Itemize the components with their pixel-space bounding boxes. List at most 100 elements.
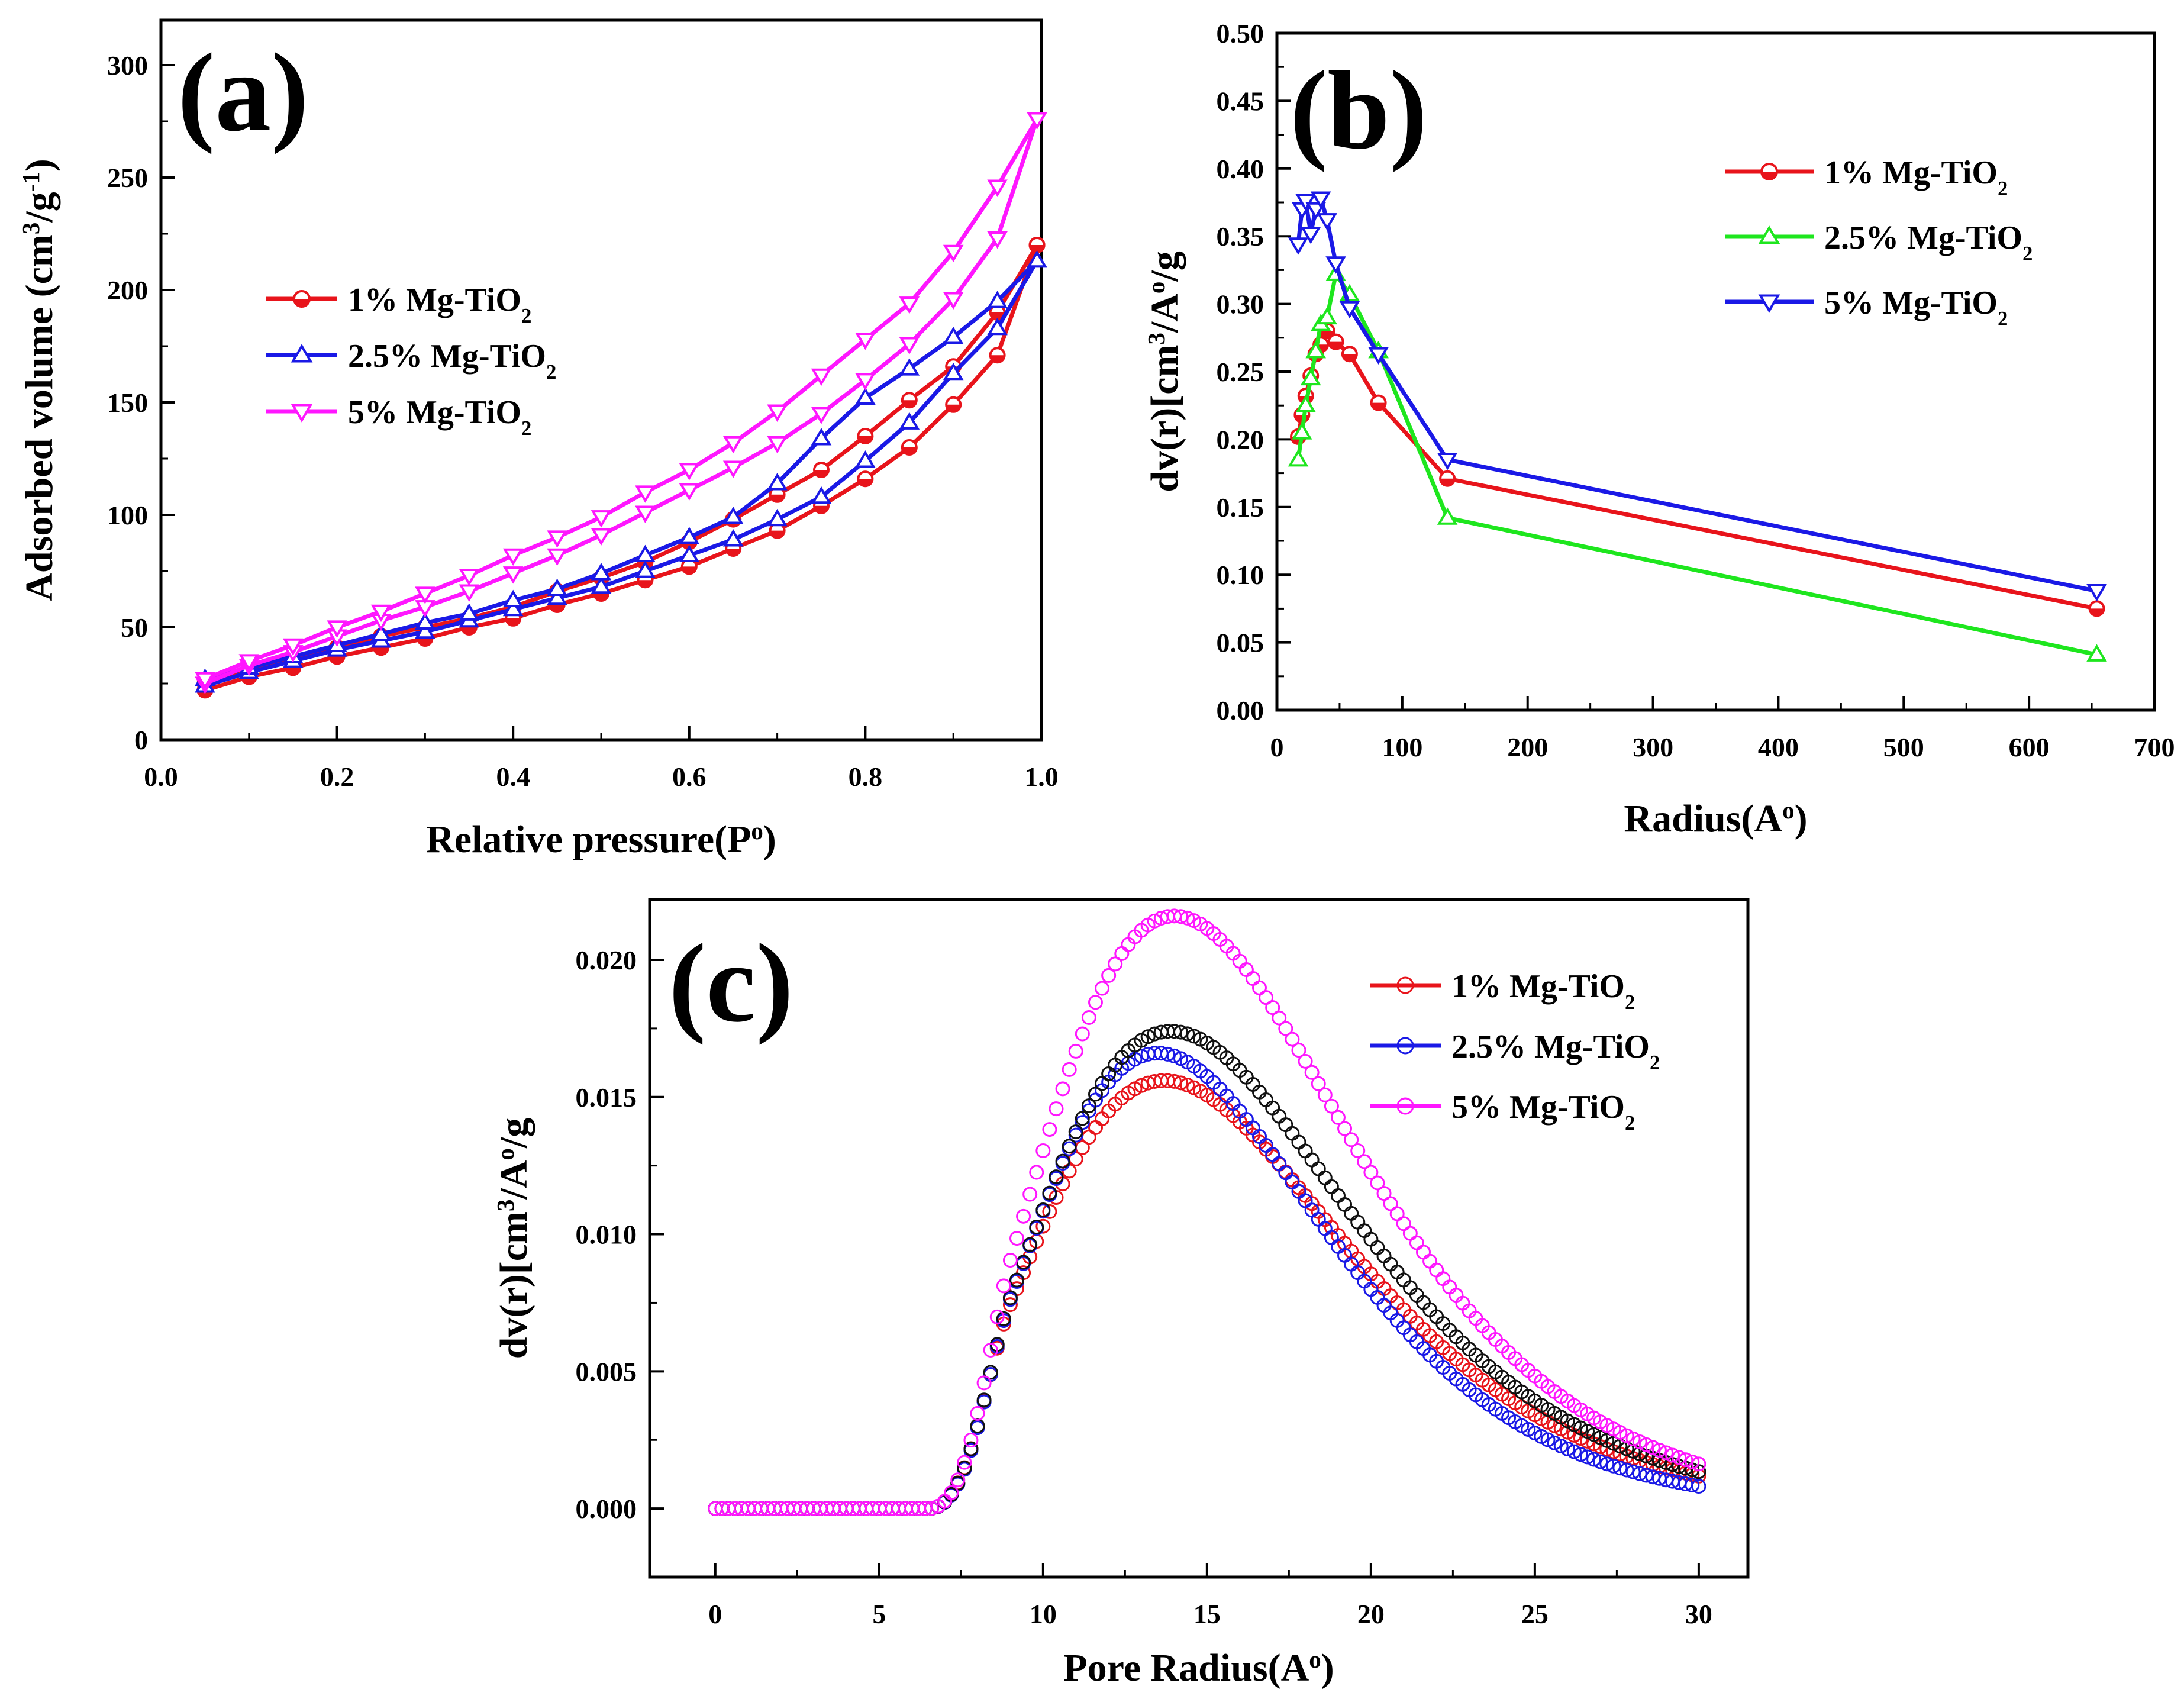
data-point — [1055, 1153, 1070, 1169]
data-point — [1180, 910, 1195, 926]
data-point-fill — [990, 312, 1005, 320]
data-point — [459, 568, 480, 586]
x-tick-label-b: 200 — [1507, 732, 1548, 762]
data-point — [943, 362, 964, 381]
data-point — [1685, 1478, 1700, 1493]
x-tick-label-c: 10 — [1030, 1599, 1057, 1629]
data-point — [957, 1461, 972, 1476]
data-point — [1645, 1440, 1660, 1455]
data-point — [1088, 995, 1103, 1010]
x-tick-label-a: 0.4 — [496, 762, 530, 792]
data-point — [1337, 1121, 1353, 1136]
data-point — [983, 1342, 998, 1358]
legend-marker — [1396, 1037, 1414, 1055]
data-point — [591, 563, 612, 581]
x-tick-label-b: 100 — [1382, 732, 1422, 762]
data-point-fill — [506, 618, 521, 626]
data-point — [855, 450, 876, 468]
data-point-fill — [946, 404, 961, 412]
data-point — [502, 598, 524, 617]
data-point-fill — [286, 668, 301, 675]
data-point-fill — [770, 494, 785, 502]
data-point — [1166, 1048, 1182, 1063]
data-point — [1437, 507, 1458, 525]
data-point — [547, 530, 567, 548]
data-point — [1606, 1458, 1621, 1474]
data-point — [502, 566, 524, 584]
data-point — [591, 510, 612, 528]
data-point — [970, 1405, 985, 1421]
y-tick-label-c: 0.015 — [576, 1082, 637, 1113]
data-point — [976, 1375, 992, 1391]
data-point — [1368, 347, 1389, 365]
y-axis-title-a: Adsorbed volume (cm3/g-1) — [18, 159, 62, 601]
data-point — [1027, 250, 1047, 268]
data-point — [1062, 1062, 1077, 1077]
data-point — [1049, 1101, 1064, 1117]
y-tick-label-b: 0.05 — [1217, 628, 1264, 658]
data-point — [989, 1309, 1005, 1324]
data-point — [1134, 1078, 1149, 1093]
data-point-fill — [814, 505, 828, 513]
data-point-fill — [550, 605, 564, 612]
data-point — [811, 486, 832, 504]
data-point — [899, 358, 920, 376]
data-point — [1437, 453, 1458, 470]
data-point — [1300, 367, 1321, 386]
data-point — [1593, 1454, 1608, 1469]
data-point — [679, 483, 700, 501]
data-point — [1310, 191, 1331, 209]
x-tick-label-a: 0.2 — [320, 762, 354, 792]
data-point — [1691, 1456, 1706, 1472]
x-tick-label-c: 25 — [1521, 1599, 1549, 1629]
data-point — [282, 638, 304, 656]
data-point — [1259, 990, 1274, 1005]
data-point — [679, 544, 700, 563]
data-point — [1081, 1010, 1096, 1025]
data-point — [722, 436, 744, 454]
legend-marker-fill — [294, 299, 309, 307]
legend-label: 5% Mg-TiO2 — [1824, 285, 2008, 330]
data-point — [1166, 1073, 1182, 1089]
data-point — [1278, 1021, 1293, 1036]
data-point — [635, 485, 656, 503]
data-point — [1173, 1075, 1189, 1091]
data-point — [722, 529, 744, 547]
data-point — [547, 578, 567, 597]
data-point — [987, 231, 1008, 249]
data-point — [963, 1433, 979, 1448]
data-point — [1055, 1081, 1070, 1097]
chart-panel-a: 0.0 0.2 0.4 0.6 0.8 1.0 0 50 100 150 200 250 300 Rela… — [18, 18, 1059, 861]
data-point — [1088, 1087, 1103, 1102]
x-tick-label-c: 0 — [708, 1599, 722, 1629]
data-point — [459, 603, 480, 621]
data-point — [1068, 1043, 1083, 1059]
data-point — [1580, 1449, 1595, 1465]
x-tick-label-c: 5 — [872, 1599, 886, 1629]
data-point — [591, 528, 612, 546]
data-point — [1305, 340, 1326, 359]
data-point — [1022, 1187, 1038, 1202]
data-point — [1062, 1139, 1077, 1154]
y-axis-title-b: dv(r)[cm3/Ao/g — [1143, 251, 1187, 492]
data-point — [1292, 422, 1312, 440]
x-axis-title-c: Pore Radius(Ao) — [1063, 1646, 1334, 1690]
y-tick-label-b: 0.20 — [1217, 424, 1264, 454]
legend-marker — [1758, 225, 1780, 244]
data-point — [1081, 1098, 1096, 1114]
legend-marker — [291, 404, 313, 423]
data-point — [1317, 307, 1338, 325]
data-point-fill — [1030, 245, 1044, 252]
data-point — [1009, 1231, 1025, 1246]
legend-label: 5% Mg-TiO2 — [1451, 1089, 1635, 1134]
data-point — [1002, 1290, 1018, 1305]
data-point — [1002, 1253, 1018, 1268]
data-point — [963, 1441, 979, 1456]
legend-label: 2.5% Mg-TiO2 — [348, 338, 556, 383]
data-point — [1180, 1026, 1195, 1042]
data-point — [1022, 1237, 1038, 1252]
plot-frame-c — [648, 898, 1750, 1579]
data-point — [1304, 1065, 1320, 1080]
data-point — [1339, 301, 1360, 319]
